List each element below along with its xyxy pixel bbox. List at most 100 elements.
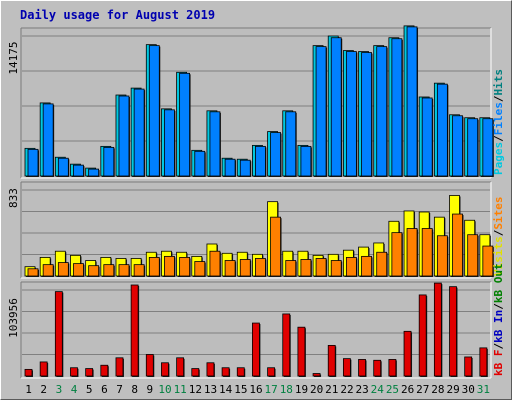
day-label: 4 — [71, 383, 78, 396]
bar-kbytes-kb-f-day-18 — [282, 313, 291, 377]
day-label: 26 — [401, 383, 414, 396]
bar-visits-sites-day-24 — [376, 251, 388, 277]
bar-visits-sites-day-5 — [88, 265, 100, 277]
bar-hits-files-day-9 — [148, 45, 160, 177]
day-label: 25 — [386, 383, 399, 396]
bar-hits-files-day-13 — [209, 111, 221, 177]
day-label: 14 — [219, 383, 233, 396]
day-label: 3 — [56, 383, 63, 396]
bar-visits-sites-day-8 — [133, 264, 145, 277]
bar-visits-sites-day-28 — [436, 235, 448, 277]
bar-visits-sites-day-13 — [209, 250, 221, 277]
bar-visits-sites-day-16 — [255, 258, 266, 277]
bar-hits-files-day-7 — [118, 95, 130, 177]
bar-visits-sites-day-25 — [391, 232, 403, 277]
bar-hits-files-day-23 — [361, 52, 372, 177]
day-label: 6 — [101, 383, 108, 396]
bar-hits-files-day-19 — [300, 145, 312, 177]
bar-kbytes-kb-f-day-4 — [70, 367, 78, 377]
bar-visits-sites-day-6 — [103, 264, 115, 277]
bar-kbytes-kb-f-day-17 — [267, 367, 275, 377]
day-label: 22 — [340, 383, 353, 396]
bar-hits-files-day-30 — [467, 118, 479, 177]
legend-entry: Hits — [492, 69, 505, 96]
legend-entry: Visits — [492, 236, 505, 276]
bar-kbytes-kb-f-day-24 — [373, 359, 382, 377]
bar-kbytes-kb-f-day-19 — [297, 326, 306, 377]
bar-kbytes-kb-f-day-11 — [176, 357, 185, 377]
bar-hits-files-day-5 — [88, 168, 100, 177]
bar-hits-files-day-4 — [73, 164, 84, 177]
bar-hits-files-day-20 — [315, 46, 327, 177]
bar-hits-files-day-22 — [345, 51, 357, 177]
bar-hits-files-day-2 — [42, 103, 54, 177]
bar-visits-sites-day-11 — [179, 257, 191, 277]
bar-visits-sites-day-15 — [239, 259, 251, 277]
bar-hits-files-day-3 — [57, 157, 69, 177]
day-label: 19 — [295, 383, 308, 396]
legend-entry: / — [492, 135, 505, 142]
bar-kbytes-kb-f-day-12 — [191, 368, 200, 377]
bar-kbytes-kb-f-day-21 — [327, 344, 336, 377]
bar-kbytes-kb-f-day-22 — [342, 358, 351, 377]
day-label: 1 — [25, 383, 32, 396]
bar-visits-sites-day-14 — [224, 260, 236, 277]
bar-visits-sites-day-21 — [330, 260, 342, 277]
bar-kbytes-kb-f-day-30 — [464, 356, 473, 377]
legend-entry: / — [492, 303, 505, 310]
bar-visits-sites-day-30 — [467, 234, 479, 277]
bar-hits-files-day-10 — [164, 109, 175, 177]
bar-hits-files-day-18 — [285, 111, 297, 177]
day-label: 21 — [325, 383, 338, 396]
bar-visits-sites-day-22 — [345, 257, 357, 277]
bar-visits-sites-day-18 — [285, 260, 297, 277]
bar-hits-files-day-24 — [376, 46, 388, 177]
bar-visits-sites-day-29 — [452, 213, 463, 277]
bar-visits-sites-day-17 — [270, 216, 281, 277]
bar-visits-sites-day-19 — [300, 259, 312, 277]
bar-hits-files-day-17 — [270, 132, 281, 177]
legend-entry: Sites — [492, 197, 505, 230]
bar-hits-files-day-26 — [406, 26, 418, 177]
bar-kbytes-kb-f-day-2 — [39, 361, 48, 377]
bar-kbytes-kb-f-day-16 — [252, 322, 260, 377]
day-label: 8 — [131, 383, 138, 396]
day-label: 31 — [477, 383, 490, 396]
bar-hits-files-day-25 — [391, 38, 403, 177]
bar-hits-files-day-11 — [179, 72, 191, 177]
legend-entry: / — [492, 229, 505, 236]
bar-kbytes-kb-f-day-10 — [161, 362, 169, 377]
day-label: 20 — [310, 383, 323, 396]
day-label: 30 — [462, 383, 475, 396]
bar-visits-sites-day-31 — [482, 245, 494, 277]
legend-visits: Visits/Sites — [492, 197, 505, 277]
bar-hits-files-day-6 — [103, 146, 115, 177]
legend-hits: Pages/Files/Hits — [492, 69, 505, 175]
bar-visits-sites-day-1 — [27, 268, 39, 277]
bar-kbytes-kb-f-day-14 — [221, 367, 230, 377]
chart-title: Daily usage for August 2019 — [20, 8, 215, 22]
bar-hits-files-day-16 — [255, 145, 266, 177]
day-label: 9 — [147, 383, 154, 396]
legend-entry: kB Out — [492, 263, 505, 303]
day-label: 27 — [416, 383, 429, 396]
bar-visits-sites-day-26 — [406, 228, 418, 277]
day-label: 12 — [189, 383, 202, 396]
day-label: 2 — [40, 383, 47, 396]
bar-kbytes-kb-f-day-25 — [388, 359, 397, 377]
kbytes-panel: 103956 — [7, 281, 492, 379]
legend-entry: / — [492, 95, 505, 102]
bar-visits-sites-day-23 — [361, 255, 372, 277]
bar-kbytes-kb-f-day-7 — [115, 357, 124, 377]
visits-panel: 833 — [7, 181, 494, 279]
legend-entry: kB F — [492, 350, 505, 377]
bar-hits-files-day-31 — [482, 118, 494, 177]
bar-kbytes-kb-f-day-29 — [449, 286, 457, 377]
bar-visits-sites-day-10 — [164, 255, 175, 277]
day-label: 10 — [158, 383, 171, 396]
day-label: 28 — [431, 383, 444, 396]
bar-kbytes-kb-f-day-31 — [479, 347, 488, 377]
day-label: 17 — [265, 383, 278, 396]
legend-kbytes: kB F/kB In/kB Out — [492, 263, 505, 376]
